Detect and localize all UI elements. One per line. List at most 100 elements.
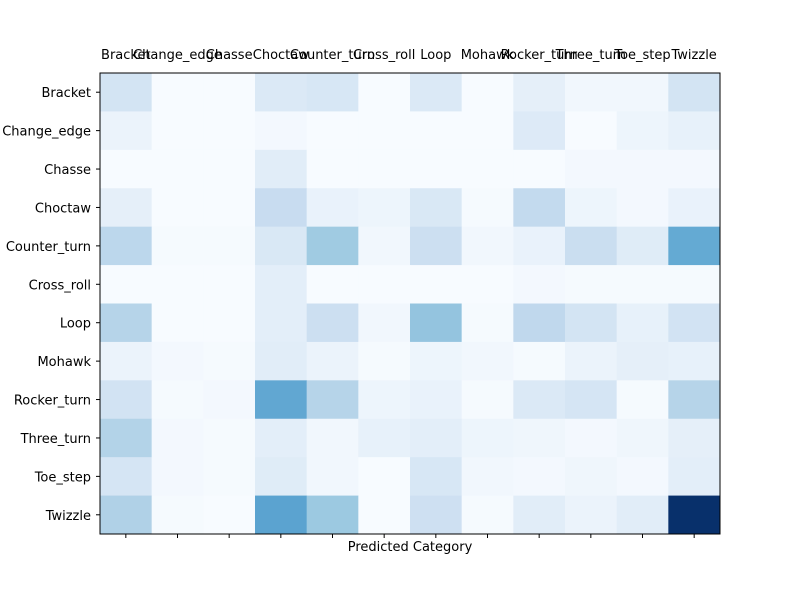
- heatmap-cell: [255, 495, 308, 535]
- heatmap-cell: [100, 418, 153, 458]
- heatmap-cell: [668, 380, 721, 420]
- heatmap-cell: [151, 73, 204, 112]
- heatmap-cell: [461, 418, 514, 458]
- x-tick-label: Counter_turn: [290, 48, 375, 63]
- heatmap-cell: [358, 149, 411, 189]
- heatmap-cell: [151, 265, 204, 304]
- heatmap-cell: [151, 457, 204, 497]
- y-tick-label: Cross_roll: [29, 278, 91, 293]
- heatmap-cell: [151, 226, 204, 266]
- heatmap-cell: [410, 457, 463, 497]
- heatmap-cell: [565, 149, 618, 189]
- x-tick-label: Change_edge: [133, 48, 222, 63]
- heatmap-cell: [565, 495, 618, 535]
- x-tick-label: Bracket: [101, 48, 151, 63]
- heatmap-cell: [461, 341, 514, 381]
- heatmap-cell: [513, 303, 566, 343]
- heatmap-cell: [513, 111, 566, 151]
- heatmap-cell: [513, 149, 566, 189]
- heatmap-cell: [203, 73, 256, 112]
- heatmap-cell: [565, 341, 618, 381]
- heatmap-cell: [255, 226, 308, 266]
- heatmap-cell: [151, 341, 204, 381]
- heatmap-cell: [616, 111, 669, 151]
- y-tick-label: Loop: [60, 317, 91, 332]
- heatmap-cell: [306, 226, 359, 266]
- heatmap-cell: [616, 303, 669, 343]
- x-tick-label: Choctaw: [253, 48, 309, 63]
- heatmap-cell: [668, 188, 721, 228]
- heatmap-cell: [461, 73, 514, 112]
- heatmap-cell: [668, 111, 721, 151]
- heatmap-cell: [100, 265, 153, 304]
- heatmap-cell: [203, 418, 256, 458]
- heatmap-cell: [203, 303, 256, 343]
- heatmap-cell: [410, 149, 463, 189]
- heatmap-cell: [255, 149, 308, 189]
- heatmap-cell: [255, 303, 308, 343]
- heatmap-cell: [100, 380, 153, 420]
- heatmap-cell: [461, 457, 514, 497]
- heatmap-cell: [151, 495, 204, 535]
- heatmap-cell: [565, 457, 618, 497]
- heatmap-cell: [306, 380, 359, 420]
- x-tick-label: Loop: [420, 48, 451, 63]
- heatmap-cell: [151, 418, 204, 458]
- heatmap-cell: [668, 149, 721, 189]
- y-tick-label: Bracket: [41, 86, 91, 101]
- heatmap-cell: [461, 226, 514, 266]
- heatmap-cell: [616, 495, 669, 535]
- heatmap-cell: [616, 149, 669, 189]
- heatmap-cell: [410, 188, 463, 228]
- heatmap-cell: [410, 226, 463, 266]
- heatmap-cell: [513, 188, 566, 228]
- heatmap-cell: [616, 265, 669, 304]
- y-tick-label: Chasse: [44, 163, 91, 178]
- y-tick-label: Toe_step: [34, 470, 91, 485]
- heatmap-cell: [100, 226, 153, 266]
- heatmap-cell: [306, 418, 359, 458]
- heatmap-cell: [255, 457, 308, 497]
- y-tick-label: Counter_turn: [6, 240, 91, 255]
- y-tick-label: Mohawk: [37, 355, 91, 370]
- heatmap-cell: [668, 341, 721, 381]
- heatmap-cell: [306, 341, 359, 381]
- x-tick-label: Cross_roll: [353, 48, 415, 63]
- heatmap-cell: [410, 418, 463, 458]
- heatmap-cell: [203, 495, 256, 535]
- x-tick-label: Chasse: [206, 48, 253, 63]
- heatmap-cell: [668, 418, 721, 458]
- x-tick-label: Toe_step: [613, 48, 670, 63]
- heatmap-cell: [565, 73, 618, 112]
- y-tick-label: Twizzle: [45, 509, 91, 524]
- heatmap-cell: [513, 418, 566, 458]
- x-tick-label: Rocker_turn: [501, 48, 578, 63]
- heatmap-cell: [565, 418, 618, 458]
- heatmap-cell: [616, 380, 669, 420]
- y-tick-label: Rocker_turn: [14, 394, 91, 409]
- heatmap-cell: [100, 303, 153, 343]
- heatmap-cell: [616, 341, 669, 381]
- heatmap-cell: [203, 457, 256, 497]
- heatmap-cell: [151, 188, 204, 228]
- heatmap-cell: [255, 265, 308, 304]
- heatmap-cell: [203, 341, 256, 381]
- heatmap-cell: [358, 495, 411, 535]
- heatmap-cell: [668, 226, 721, 266]
- heatmap-cell: [358, 380, 411, 420]
- x-tick-label: Three_turn: [555, 48, 626, 63]
- heatmap-cell: [255, 111, 308, 151]
- heatmap-cell: [565, 303, 618, 343]
- heatmap-cell: [203, 226, 256, 266]
- heatmap-cell: [565, 111, 618, 151]
- heatmap-cell: [410, 73, 463, 112]
- heatmap-cell: [461, 149, 514, 189]
- heatmap-cell: [410, 380, 463, 420]
- heatmap-cell: [668, 303, 721, 343]
- heatmap-cell: [306, 457, 359, 497]
- heatmap-cell: [616, 226, 669, 266]
- heatmap-cell: [255, 73, 308, 112]
- heatmap-cell: [358, 341, 411, 381]
- heatmap-cell: [410, 495, 463, 535]
